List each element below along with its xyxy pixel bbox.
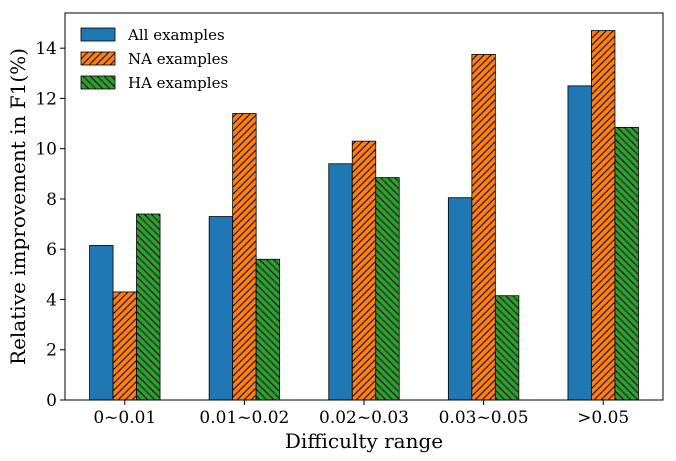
x-tick-label: 0.02~0.03: [319, 408, 409, 428]
legend-item-3: HA examples: [80, 74, 228, 92]
bar-2-3: [351, 140, 377, 401]
bar-1-3: [328, 163, 353, 401]
y-tick-label: 12: [35, 89, 57, 109]
legend-label: All examples: [127, 26, 225, 44]
bar-3-2: [255, 258, 281, 401]
bar-3-1: [136, 213, 161, 401]
y-tick-label: 8: [46, 190, 57, 210]
y-tick-label: 4: [46, 290, 57, 310]
y-tick-label: 2: [46, 341, 57, 361]
y-tick-label: 6: [46, 240, 57, 260]
bar-2-4: [471, 54, 496, 401]
x-tick-label: 0~0.01: [93, 408, 156, 428]
x-tick-label: >0.05: [577, 408, 629, 428]
x-axis-title: Difficulty range: [285, 429, 443, 453]
y-tick-label: 10: [35, 140, 57, 160]
y-tick-label: 0: [46, 391, 57, 411]
bar-2-2: [232, 113, 257, 401]
legend-item-2: NA examples: [80, 50, 228, 68]
bar-1-4: [447, 197, 473, 401]
bar-2-1: [112, 291, 137, 401]
x-tick-label: 0.03~0.05: [439, 408, 529, 428]
bars-layer: [89, 30, 639, 401]
y-axis-title: Relative improvement in F1(%): [6, 48, 30, 365]
bar-2-5: [591, 30, 616, 401]
legend-label: NA examples: [128, 50, 228, 68]
bar-3-3: [375, 177, 400, 401]
bar-1-2: [208, 216, 234, 401]
bar-3-5: [614, 126, 639, 401]
bar-1-5: [567, 85, 592, 401]
y-tick-label: 14: [35, 39, 57, 59]
legend-label: HA examples: [128, 74, 228, 92]
x-tick-label: 0.01~0.02: [199, 408, 289, 428]
y-axis: 0 2 4 6 8 10 12 14: [35, 39, 65, 411]
bar-1-1: [89, 245, 114, 401]
legend: All examples NA examples HA examples: [80, 26, 228, 92]
x-axis: 0~0.01 0.01~0.02 0.02~0.03 0.03~0.05 >0.05: [93, 400, 629, 428]
bar-3-4: [494, 295, 520, 401]
legend-item-1: All examples: [80, 26, 225, 44]
